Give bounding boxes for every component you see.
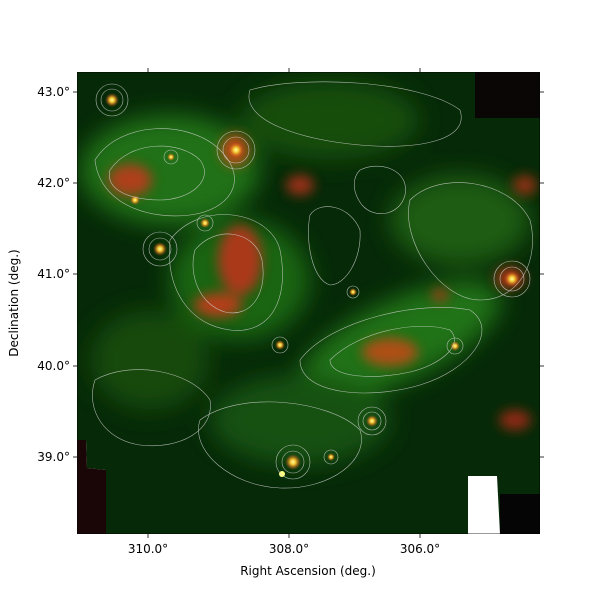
y-tick-label: 43.0°	[37, 85, 70, 99]
y-tick-label: 41.0°	[37, 267, 70, 281]
x-tick-label: 310.0°	[128, 542, 168, 556]
y-tick-label: 40.0°	[37, 359, 70, 373]
x-axis-label: Right Ascension (deg.)	[240, 564, 376, 578]
y-axis-label: Declination (deg.)	[7, 249, 21, 356]
green-emission	[80, 80, 530, 465]
x-tick-label: 308.0°	[269, 542, 309, 556]
y-tick-labels: 43.0° 42.0° 41.0° 40.0° 39.0°	[37, 85, 70, 464]
compact-sources	[105, 93, 520, 477]
x-tick-labels: 310.0° 308.0° 306.0°	[128, 542, 440, 556]
x-tick-label: 306.0°	[400, 542, 440, 556]
axis-ticks	[73, 68, 544, 538]
dark-corner-tile	[500, 494, 540, 534]
y-tick-label: 39.0°	[37, 450, 70, 464]
astronomical-image	[77, 72, 540, 534]
dark-corner-tile	[475, 72, 540, 118]
y-tick-label: 42.0°	[37, 176, 70, 190]
dark-edge-tile	[77, 440, 106, 534]
contour-overlay	[92, 81, 533, 489]
